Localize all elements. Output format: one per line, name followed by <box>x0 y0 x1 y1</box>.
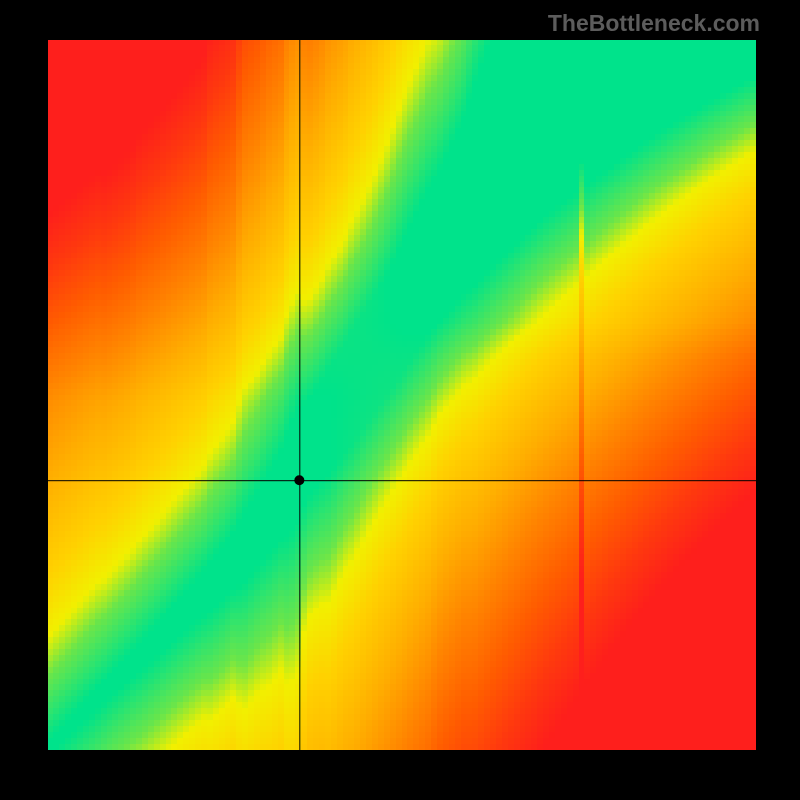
watermark-text: TheBottleneck.com <box>548 10 760 37</box>
bottleneck-heatmap <box>48 40 756 750</box>
chart-container: TheBottleneck.com <box>0 0 800 800</box>
